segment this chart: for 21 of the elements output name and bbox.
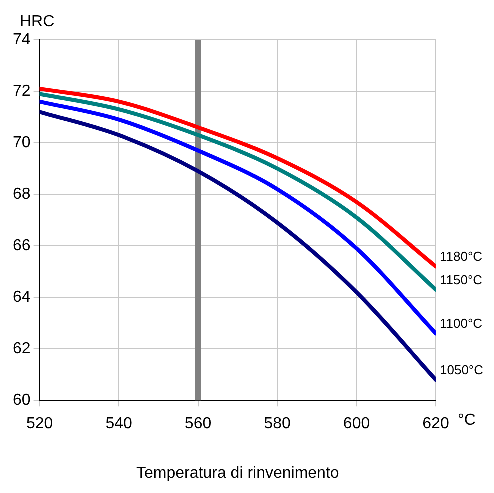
series-label: 1050°C	[440, 362, 484, 378]
series-label: 1180°C	[440, 249, 483, 264]
x-tick-label: 620	[422, 416, 450, 433]
y-tick-label: 70	[13, 134, 31, 152]
text: °C	[458, 412, 476, 430]
series-label: 1150°C	[440, 272, 483, 288]
y-tick-label: 60	[13, 392, 31, 410]
x-tick-label: 540	[106, 416, 132, 433]
x-tick-label: 520	[26, 416, 54, 433]
series-label: 1100°C	[440, 316, 483, 332]
y-tick-label: 62	[13, 340, 31, 358]
y-tick-label: 68	[13, 186, 31, 203]
y-axis-title: HRC	[20, 13, 55, 30]
x-tick-label: 560	[184, 416, 212, 433]
y-tick-label: 72	[13, 82, 31, 100]
x-axis-title: Temperatura di rinvenimento	[136, 464, 340, 482]
y-tick-label: 74	[13, 31, 31, 48]
y-tick-label: 64	[13, 288, 31, 306]
x-tick-label: 600	[343, 416, 370, 433]
x-tick-label: 580	[264, 416, 291, 433]
y-tick-label: 66	[13, 237, 31, 254]
